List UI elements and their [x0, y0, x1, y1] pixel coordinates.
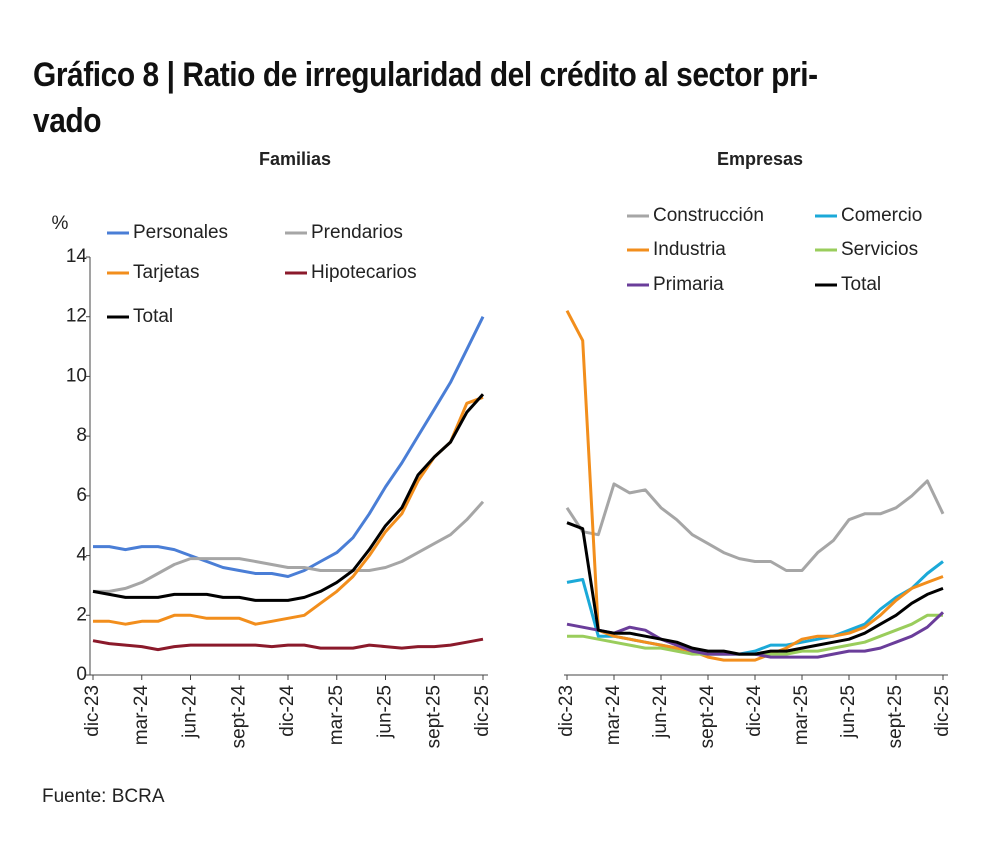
legend-label: Industria — [653, 239, 726, 260]
legend-label: Tarjetas — [133, 262, 200, 283]
legend-label: Total — [133, 306, 173, 327]
series-line — [92, 637, 484, 652]
legend-label: Total — [841, 274, 881, 295]
legend-label: Hipotecarios — [311, 262, 417, 283]
page-title: Gráfico 8 | Ratio de irregularidad del c… — [33, 56, 818, 140]
y-tick-label: 14 — [66, 246, 88, 267]
x-tick-label: dic-23 — [556, 685, 577, 737]
series-line — [566, 521, 944, 656]
y-tick-label: 10 — [66, 365, 87, 386]
x-tick-label: dic-24 — [277, 685, 298, 737]
source: Fuente: BCRA — [42, 786, 165, 807]
panel-title: Familias — [259, 149, 331, 169]
legend-label: Comercio — [841, 205, 922, 226]
x-tick-label: jun-25 — [375, 685, 396, 739]
series-line — [565, 310, 944, 662]
x-tick-label: sept-24 — [697, 685, 718, 749]
x-tick-label: dic-24 — [744, 685, 765, 737]
panel-title: Empresas — [717, 149, 803, 169]
x-tick-label: mar-24 — [603, 685, 624, 746]
series-line — [93, 500, 485, 593]
legend-label: Prendarios — [311, 222, 403, 243]
series-line — [93, 316, 485, 578]
x-tick-label: dic-23 — [82, 685, 103, 737]
legend-label: Servicios — [841, 239, 918, 260]
legend-label: Primaria — [653, 274, 724, 295]
series-line — [565, 479, 945, 572]
x-tick-label: jun-24 — [650, 685, 671, 739]
series-line — [93, 395, 484, 626]
legend-label: Personales — [133, 222, 228, 243]
x-tick-label: sept-24 — [228, 685, 249, 749]
y-tick-label: 2 — [76, 604, 87, 625]
y-tick-label: 0 — [76, 664, 87, 685]
series-line — [92, 393, 485, 602]
x-tick-label: mar-24 — [131, 685, 152, 746]
y-tick-label: 12 — [66, 306, 87, 327]
y-tick-label: 8 — [76, 425, 87, 446]
x-tick-label: sept-25 — [885, 685, 906, 748]
legend-label: Construcción — [653, 205, 764, 226]
x-tick-label: mar-25 — [791, 685, 812, 745]
x-tick-label: dic-25 — [472, 685, 493, 737]
y-tick-label: 4 — [76, 545, 87, 566]
x-tick-label: mar-25 — [326, 685, 347, 745]
x-tick-label: jun-25 — [838, 685, 859, 739]
y-tick-label: 6 — [76, 485, 87, 506]
x-tick-label: jun-24 — [180, 685, 201, 739]
y-unit: % — [52, 213, 69, 234]
x-tick-label: dic-25 — [932, 685, 953, 737]
x-tick-label: sept-25 — [423, 685, 444, 748]
